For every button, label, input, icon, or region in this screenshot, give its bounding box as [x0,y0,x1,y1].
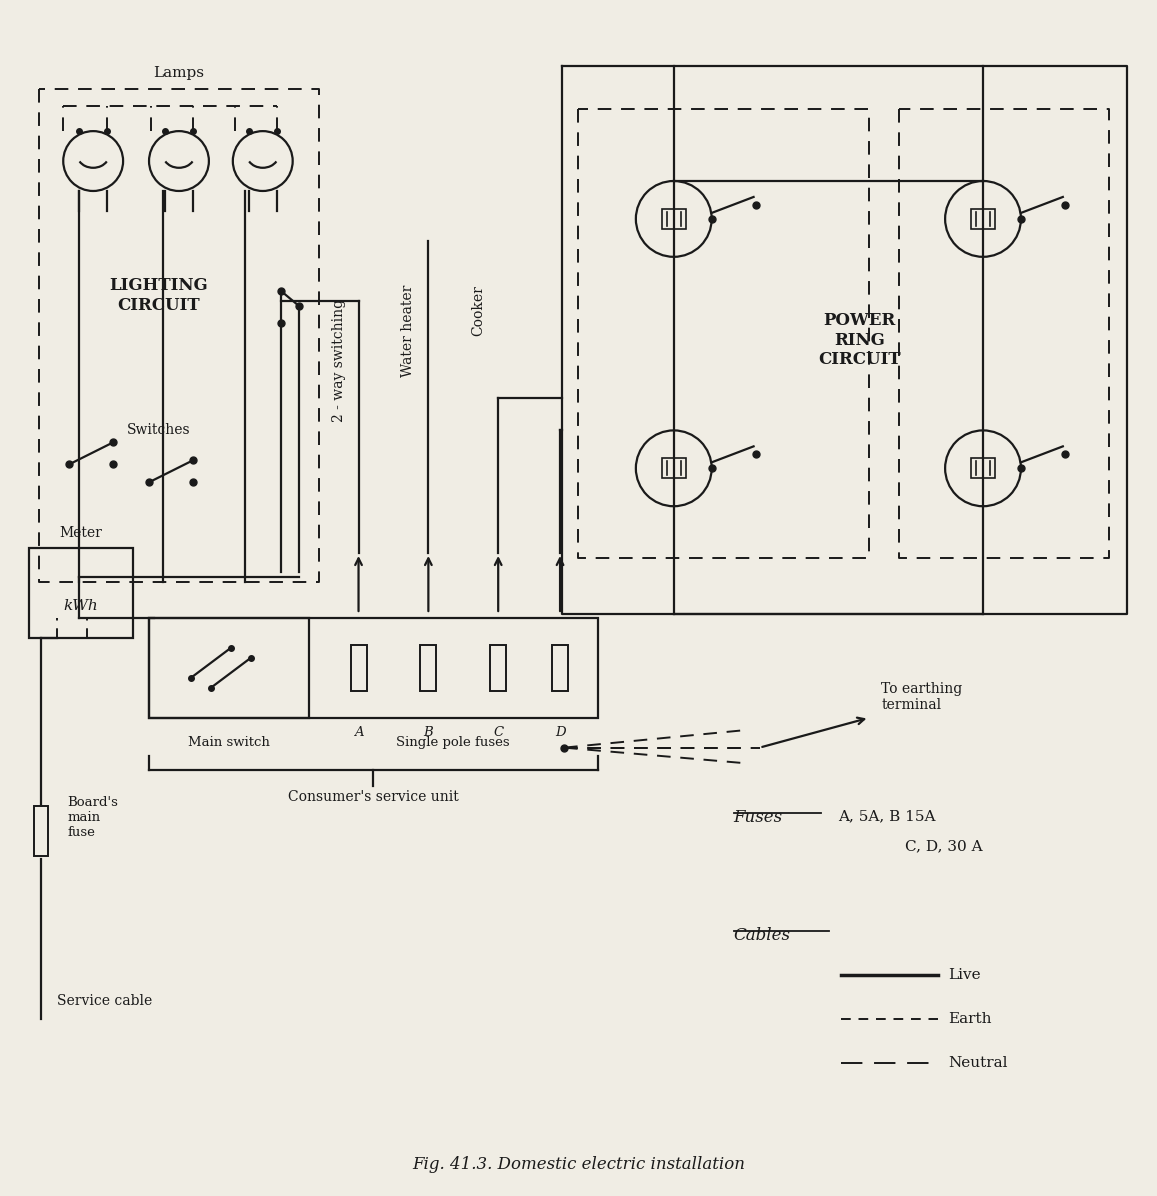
Text: kWh: kWh [64,599,98,614]
Text: Cooker: Cooker [471,286,485,336]
Bar [552,645,568,691]
Text: Single pole fuses: Single pole fuses [397,736,510,749]
Text: Earth: Earth [948,1012,992,1026]
Text: A: A [354,726,363,739]
Text: C: C [493,726,503,739]
Text: Main switch: Main switch [187,736,270,749]
Text: Neutral: Neutral [948,1056,1008,1070]
Text: Board's
main
fuse: Board's main fuse [67,797,118,838]
Text: A, 5A, B 15A: A, 5A, B 15A [839,810,936,824]
Bar [491,645,506,691]
Text: LIGHTING
CIRCUIT: LIGHTING CIRCUIT [110,277,208,315]
Bar [420,645,436,691]
Text: D: D [554,726,566,739]
Text: Switches: Switches [127,423,191,438]
Text: Live: Live [948,968,981,982]
Text: C, D, 30 A: C, D, 30 A [905,840,982,854]
Bar [662,458,686,478]
Text: 2 - way switching: 2 - way switching [332,299,346,422]
Text: Consumer's service unit: Consumer's service unit [288,789,459,804]
Bar [35,806,49,856]
Bar [971,209,995,228]
Text: Water heater: Water heater [401,285,415,377]
Text: Service cable: Service cable [57,994,153,1008]
Bar [662,209,686,228]
Text: To earthing
terminal: To earthing terminal [882,682,963,712]
Bar [351,645,367,691]
Text: POWER
RING
CIRCUIT: POWER RING CIRCUIT [818,312,900,368]
Bar [971,458,995,478]
Text: Fuses: Fuses [734,810,783,826]
Bar [149,618,598,718]
Text: Fig. 41.3. Domestic electric installation: Fig. 41.3. Domestic electric installatio… [412,1155,745,1172]
Bar [29,548,133,637]
Text: Cables: Cables [734,927,790,944]
Text: B: B [423,726,433,739]
Bar [149,618,309,718]
Text: Lamps: Lamps [154,66,205,80]
Text: Meter: Meter [60,526,103,541]
